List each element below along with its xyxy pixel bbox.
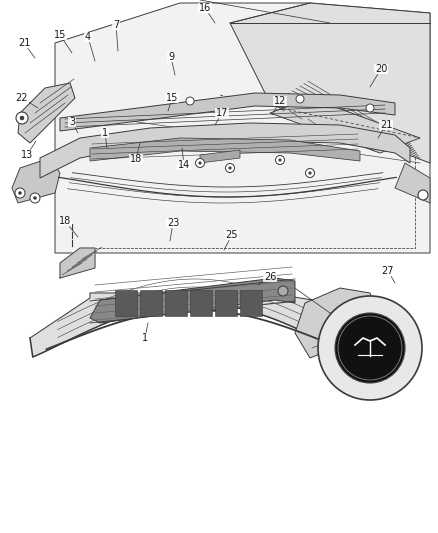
Text: 27: 27 (382, 266, 395, 283)
Circle shape (279, 159, 281, 161)
Text: 16: 16 (199, 3, 215, 23)
FancyBboxPatch shape (115, 290, 137, 316)
Circle shape (186, 97, 194, 105)
FancyBboxPatch shape (240, 290, 262, 316)
Text: 18: 18 (130, 143, 142, 164)
Circle shape (33, 197, 36, 199)
Text: 9: 9 (168, 52, 175, 75)
Polygon shape (40, 123, 410, 178)
Circle shape (335, 313, 405, 383)
Text: 21: 21 (18, 38, 35, 58)
Circle shape (276, 156, 285, 165)
Circle shape (195, 158, 205, 167)
FancyBboxPatch shape (190, 290, 212, 316)
FancyBboxPatch shape (140, 290, 162, 316)
Circle shape (296, 95, 304, 103)
Text: 17: 17 (215, 108, 228, 125)
Text: 7: 7 (113, 20, 119, 51)
Text: 25: 25 (224, 230, 238, 250)
Polygon shape (270, 98, 420, 153)
Circle shape (418, 190, 428, 200)
Polygon shape (60, 248, 95, 278)
FancyBboxPatch shape (165, 290, 187, 316)
Circle shape (278, 286, 288, 296)
Circle shape (366, 104, 374, 112)
Circle shape (18, 191, 21, 195)
Text: 15: 15 (54, 30, 72, 53)
Polygon shape (90, 278, 295, 323)
Text: 21: 21 (378, 120, 392, 138)
Polygon shape (12, 158, 60, 203)
Polygon shape (30, 293, 360, 357)
Polygon shape (60, 93, 395, 131)
Circle shape (318, 296, 422, 400)
Text: 3: 3 (69, 117, 78, 133)
Polygon shape (295, 288, 380, 358)
Circle shape (15, 188, 25, 198)
Polygon shape (200, 150, 240, 163)
Text: 26: 26 (258, 272, 276, 285)
Circle shape (226, 164, 234, 173)
Text: 22: 22 (16, 93, 38, 108)
Polygon shape (55, 3, 430, 253)
Polygon shape (230, 3, 430, 163)
Text: 15: 15 (166, 93, 178, 111)
Circle shape (20, 116, 24, 120)
Text: 13: 13 (21, 141, 36, 160)
Text: 23: 23 (167, 218, 179, 241)
Text: 4: 4 (85, 32, 95, 61)
Text: 12: 12 (272, 96, 286, 115)
Circle shape (199, 161, 201, 164)
Circle shape (30, 193, 40, 203)
Text: 18: 18 (59, 216, 78, 237)
Polygon shape (90, 138, 360, 161)
Text: 20: 20 (370, 64, 387, 87)
Text: 1: 1 (102, 128, 108, 148)
Circle shape (309, 172, 311, 174)
Polygon shape (18, 83, 75, 143)
Circle shape (229, 167, 231, 169)
Text: 14: 14 (178, 148, 190, 170)
Polygon shape (395, 163, 430, 203)
Circle shape (16, 112, 28, 124)
Text: 1: 1 (142, 323, 148, 343)
Circle shape (305, 168, 314, 177)
FancyBboxPatch shape (215, 290, 237, 316)
